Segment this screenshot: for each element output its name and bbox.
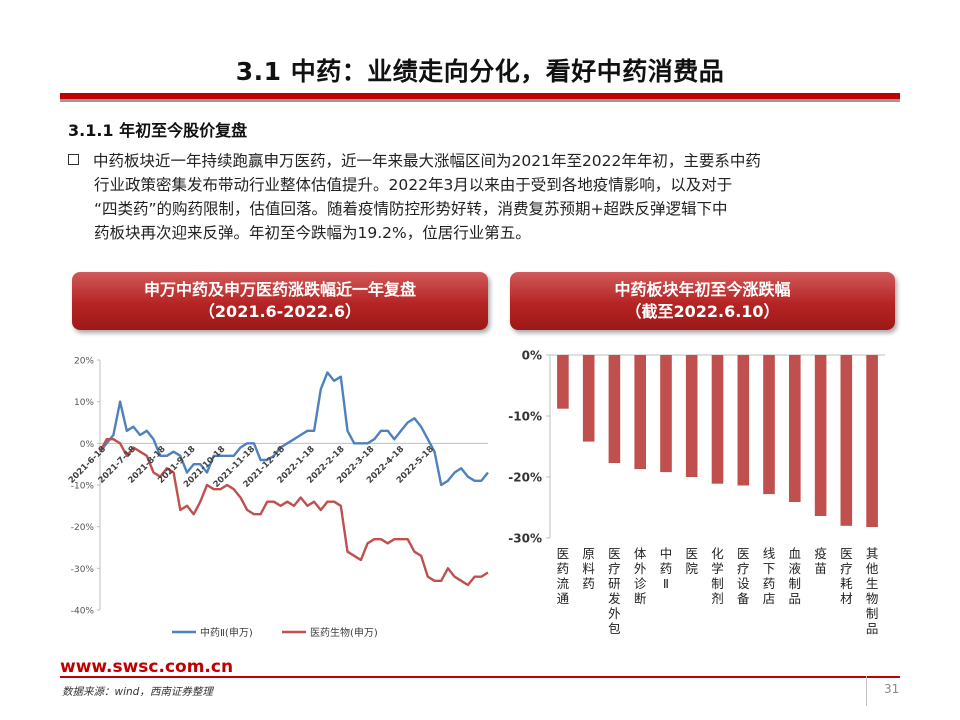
category-label: 医院 <box>685 546 698 576</box>
bullet-line: 行业政策密集发布带动行业整体估值提升。2022年3月以来由于受到各地疫情影响，以… <box>94 176 733 194</box>
title-rule <box>60 93 900 99</box>
bar <box>866 355 878 527</box>
y-tick-label: -30% <box>508 532 542 546</box>
bullet-paragraph: 中药板块近一年持续跑赢申万医药，近一年来最大涨幅区间为2021年至2022年年初… <box>93 149 903 245</box>
footer-divider <box>866 676 867 706</box>
section-heading: 3.1.1 年初至今股价复盘 <box>68 121 248 140</box>
bar <box>608 355 621 463</box>
category-label: 体外诊断 <box>634 546 647 606</box>
y-tick-label: -10% <box>508 410 542 424</box>
left-banner-title: 申万中药及申万医药涨跌幅近一年复盘 <box>143 280 416 299</box>
category-label: 其他生物制品 <box>866 546 879 636</box>
bar <box>685 355 698 477</box>
right-chart-banner: 中药板块年初至今涨跌幅 （截至2022.6.10） <box>510 272 895 330</box>
slide-title: 3.1 中药：业绩走向分化，看好中药消费品 <box>235 57 725 86</box>
y-tick-label: -20% <box>71 523 95 533</box>
bar <box>660 355 672 473</box>
bar <box>840 355 853 526</box>
bar <box>557 355 569 409</box>
y-tick-label: 20% <box>74 357 94 367</box>
series-line-1 <box>99 371 489 487</box>
y-tick-label: -10% <box>71 482 95 492</box>
category-label: 化学制剂 <box>711 546 724 606</box>
legend-label: 医药生物(申万) <box>310 626 378 639</box>
footer-url[interactable]: www.swsc.com.cn <box>60 657 234 677</box>
category-label: 医疗设备 <box>737 546 750 606</box>
right-banner-subtitle: （截至2022.6.10） <box>625 302 780 321</box>
category-label: 线下药店 <box>763 546 776 606</box>
bar <box>737 355 750 486</box>
y-tick-label: -30% <box>71 565 95 575</box>
checkbox-bullet-icon <box>68 154 79 165</box>
page-number: 31 <box>884 682 900 696</box>
bar <box>711 355 724 484</box>
category-label: 医药流通 <box>557 546 570 606</box>
bar <box>582 355 595 442</box>
y-tick-label: 10% <box>74 398 94 408</box>
footer-rule <box>60 676 900 678</box>
bar <box>763 355 775 495</box>
y-tick-label: 0% <box>522 349 542 363</box>
line-chart: 20%10%0%-10%-20%-30%-40%2021-6-182021-7-… <box>67 357 489 639</box>
legend-label: 中药Ⅱ(申万) <box>200 626 253 639</box>
y-tick-label: -40% <box>71 607 95 617</box>
bar <box>814 355 827 516</box>
series-line-2 <box>98 437 489 587</box>
bar <box>634 355 646 470</box>
footer-source: 数据来源：wind，西南证券整理 <box>62 686 213 698</box>
category-label: 原料药 <box>582 546 595 591</box>
category-label: 医疗耗材 <box>840 546 853 606</box>
left-chart-banner: 申万中药及申万医药涨跌幅近一年复盘 （2021.6-2022.6） <box>72 272 488 330</box>
y-tick-label: -20% <box>508 471 542 485</box>
bullet-line: 中药板块近一年持续跑赢申万医药，近一年来最大涨幅区间为2021年至2022年年初… <box>93 152 761 170</box>
title-rule-shadow <box>60 99 900 102</box>
category-label: 医疗研发外包 <box>608 546 621 636</box>
category-label: 血液制品 <box>789 546 802 606</box>
category-label: 疫苗 <box>814 546 827 576</box>
right-banner-title: 中药板块年初至今涨跌幅 <box>614 280 791 299</box>
bar <box>789 355 801 502</box>
category-label: 中药 Ⅱ <box>660 546 673 591</box>
left-banner-subtitle: （2021.6-2022.6） <box>198 302 362 321</box>
y-tick-label: 0% <box>80 440 95 450</box>
bullet-line: “四类药”的购药限制，估值回落。随着疫情防控形势好转，消费复苏预期+超跌反弹逻辑… <box>94 200 728 218</box>
bullet-line: 药板块再次迎来反弹。年初至今跌幅为19.2%，位居行业第五。 <box>94 224 531 242</box>
